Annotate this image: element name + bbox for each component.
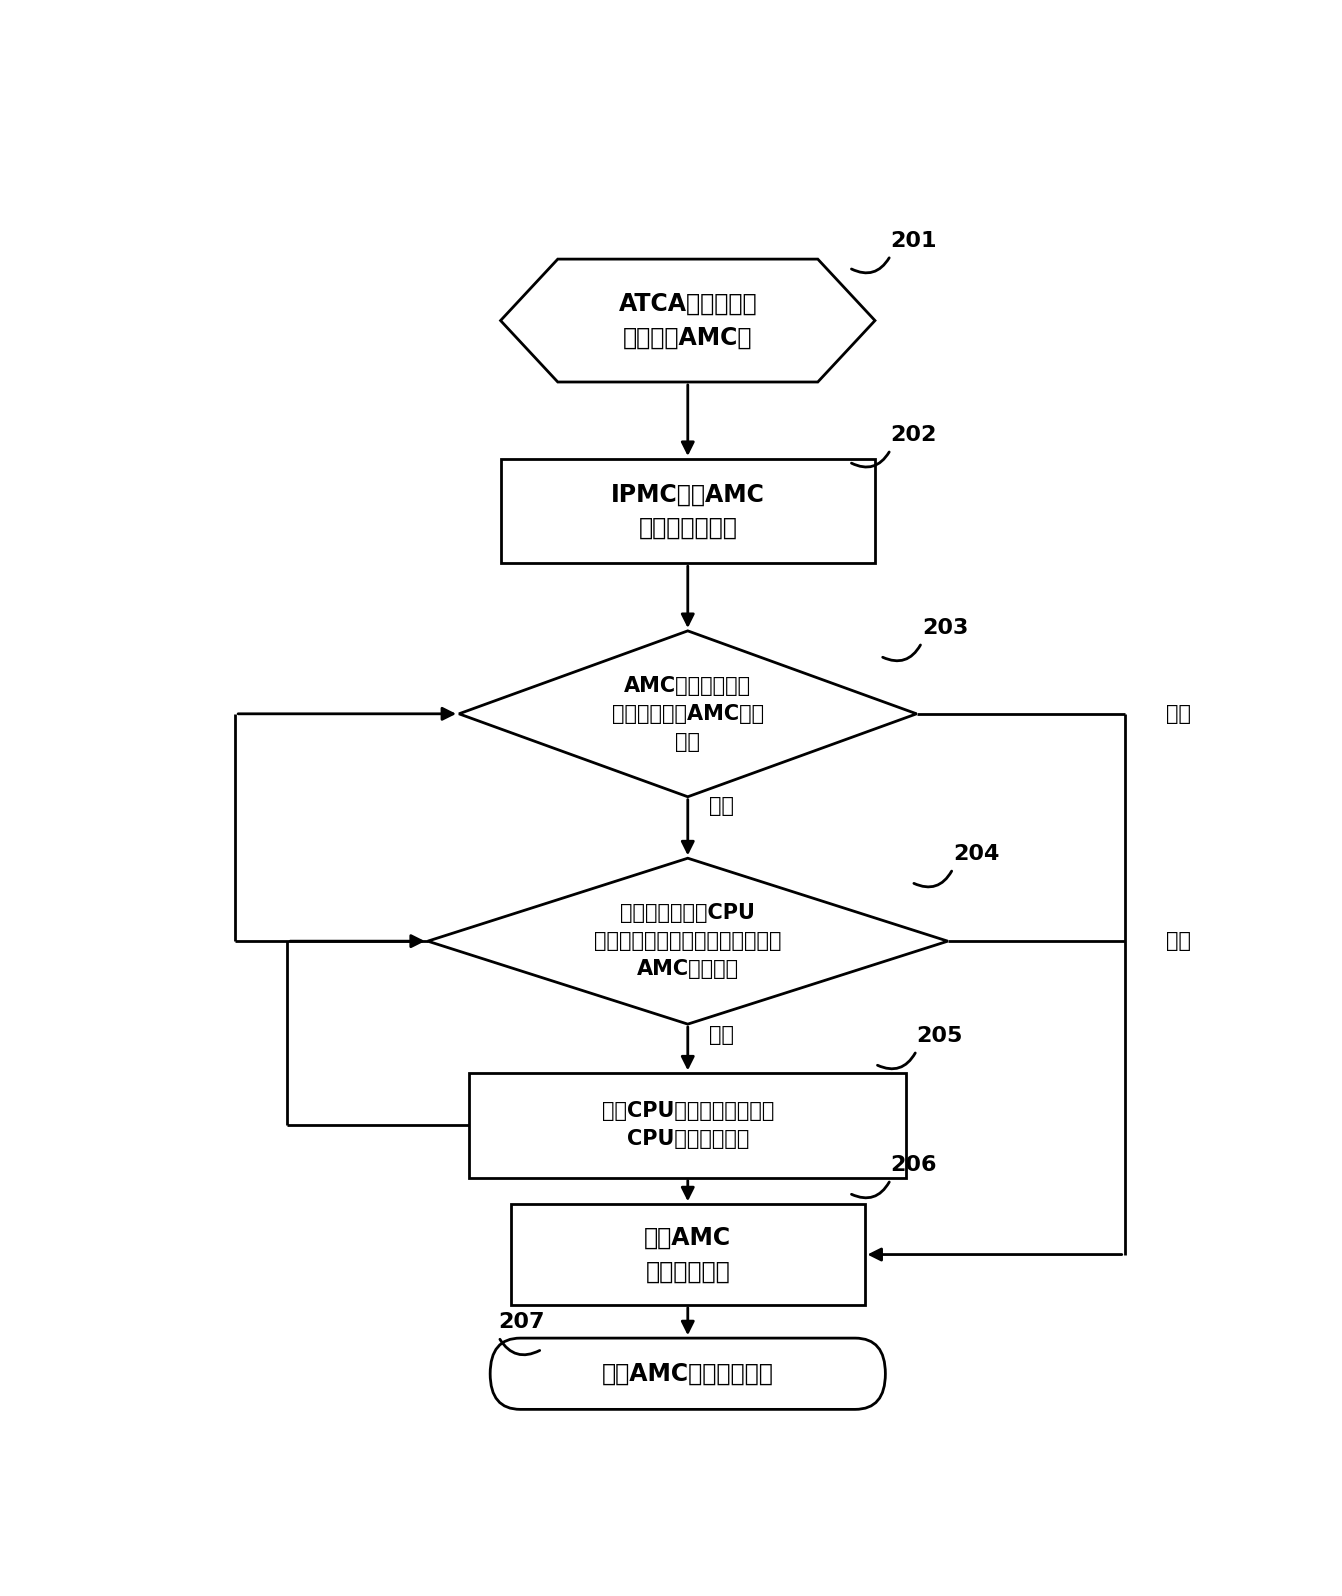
Text: 调整AMC
模块功率分配: 调整AMC 模块功率分配	[644, 1226, 731, 1283]
Text: 201: 201	[891, 230, 937, 251]
Text: 电源最大功率与CPU
和内存模块当前功率差额是否大于
AMC额定功率: 电源最大功率与CPU 和内存模块当前功率差额是否大于 AMC额定功率	[595, 903, 781, 980]
Text: 207: 207	[498, 1312, 545, 1333]
Text: 203: 203	[922, 618, 968, 638]
FancyBboxPatch shape	[490, 1337, 886, 1409]
Text: 小于: 小于	[709, 1025, 734, 1044]
Text: 大于: 大于	[1166, 930, 1192, 951]
Text: 205: 205	[917, 1026, 964, 1045]
Text: 小于: 小于	[1166, 704, 1192, 725]
Text: 使能AMC模块电源通道: 使能AMC模块电源通道	[601, 1361, 774, 1385]
Text: AMC卡额定功率是
否大于分配的AMC模块
功率: AMC卡额定功率是 否大于分配的AMC模块 功率	[612, 675, 764, 752]
Text: 206: 206	[891, 1154, 937, 1175]
FancyBboxPatch shape	[501, 458, 875, 563]
Text: 202: 202	[891, 425, 937, 445]
Text: 204: 204	[953, 844, 1000, 863]
Text: 调整CPU和内存频率，降低
CPU和内存的功率: 调整CPU和内存频率，降低 CPU和内存的功率	[601, 1101, 774, 1149]
Text: ATCA单板正常工
作，插入AMC卡: ATCA单板正常工 作，插入AMC卡	[619, 292, 757, 350]
Text: 大于: 大于	[709, 796, 734, 816]
Polygon shape	[501, 259, 875, 381]
Polygon shape	[459, 630, 917, 796]
FancyBboxPatch shape	[511, 1203, 864, 1306]
FancyBboxPatch shape	[470, 1073, 906, 1178]
Polygon shape	[428, 859, 947, 1025]
Text: IPMC获取AMC
卡额定功率信息: IPMC获取AMC 卡额定功率信息	[611, 482, 765, 539]
